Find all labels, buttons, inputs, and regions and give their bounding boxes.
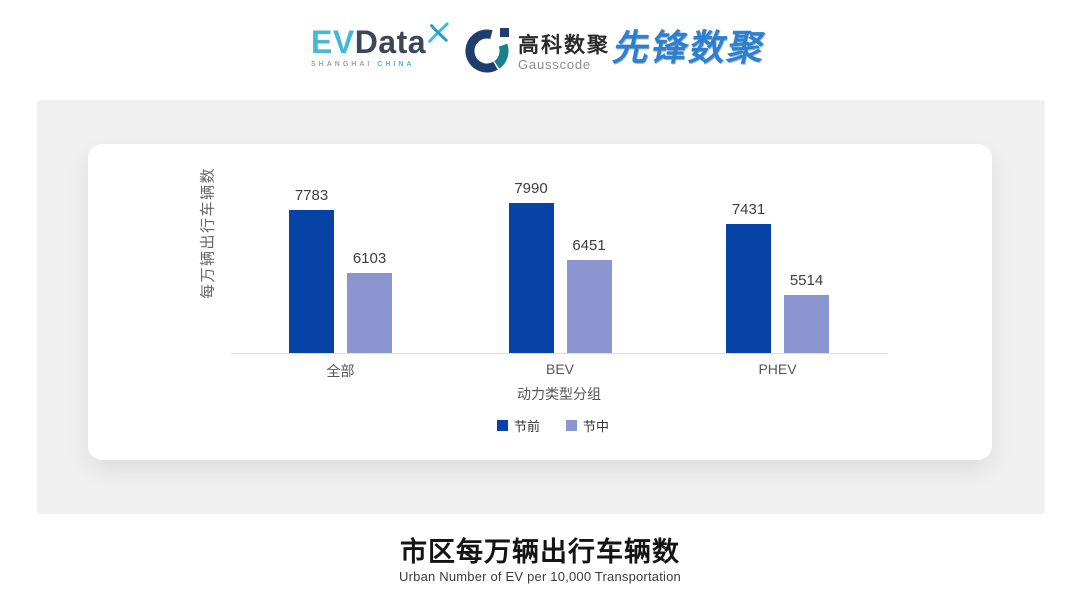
legend-item-节中: 节中: [566, 416, 609, 435]
pioneer-logo: 先锋数聚: [609, 27, 771, 68]
gausscode-cn-text: 高科数聚: [518, 33, 610, 57]
x-axis-label: 动力类型分组: [517, 386, 601, 402]
legend-label: 节前: [513, 419, 540, 434]
chart-title: 市区每万辆出行车辆数: [400, 537, 680, 567]
legend-swatch-icon: [566, 420, 577, 431]
evdata-shanghai-text: SHANGHAI: [311, 61, 373, 68]
gausscode-logo: 高科数聚 Gausscode: [464, 28, 610, 79]
evdata-china-text: CHINA: [377, 61, 415, 68]
evdata-ev-text: EV: [311, 24, 355, 60]
bar-value-label: 7431: [731, 201, 766, 218]
bar-节前-PHEV: [726, 224, 771, 353]
bar-节中-PHEV: [784, 295, 829, 353]
bar-value-label: 6103: [352, 250, 387, 267]
evdata-data-text: Data: [354, 24, 427, 60]
category-label-PHEV: PHEV: [758, 361, 797, 377]
legend-item-节前: 节前: [496, 416, 540, 435]
gausscode-en-text: Gausscode: [518, 57, 591, 73]
category-label-BEV: BEV: [545, 361, 575, 377]
chart-card: 每万辆出行车辆数 7783 6103 全部 7990 6451 BEV 7431 5514 PH…: [88, 144, 992, 460]
evdata-subtext: SHANGHAI CHINA: [311, 61, 449, 68]
chart-subtitle: Urban Number of EV per 10,000 Transporta…: [399, 569, 681, 584]
bar-节前-全部: [289, 210, 334, 353]
y-axis-label: 每万辆出行车辆数: [199, 166, 217, 300]
category-label-全部: 全部: [326, 363, 355, 379]
legend-swatch-icon: [496, 420, 508, 431]
evdata-wordmark: EV Data: [311, 22, 449, 60]
bar-value-label: 6451: [572, 237, 606, 254]
gausscode-g-ring-icon: [464, 28, 510, 79]
bar-节中-全部: [347, 273, 392, 353]
plot-area: 7783 6103 全部 7990 6451 BEV 7431 5514 PHEV: [231, 180, 888, 379]
bar-value-label: 5514: [789, 272, 824, 289]
evdata-logo: EV Data SHANGHAI CHINA: [311, 22, 449, 68]
bar-value-label: 7990: [514, 180, 548, 197]
bar-节前-BEV: [508, 203, 554, 353]
legend-label: 节中: [583, 419, 610, 434]
legend: 节前 节中: [496, 416, 609, 435]
bar-节中-BEV: [566, 260, 612, 353]
gausscode-wordmark: 高科数聚 Gausscode: [518, 34, 610, 73]
x-spark-icon: [427, 22, 449, 48]
bar-value-label: 7783: [294, 187, 329, 204]
chart-panel: 每万辆出行车辆数 7783 6103 全部 7990 6451 BEV 7431 5514 PH…: [37, 100, 1045, 514]
